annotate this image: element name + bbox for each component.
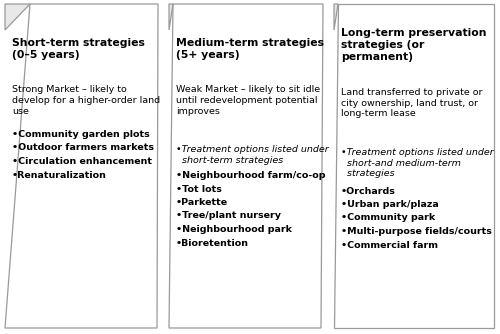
Text: •Multi-purpose fields/courts: •Multi-purpose fields/courts: [341, 227, 492, 236]
Polygon shape: [334, 4, 494, 328]
Text: Short-term strategies
(0–5 years): Short-term strategies (0–5 years): [12, 38, 145, 60]
Text: •Renaturalization: •Renaturalization: [12, 170, 107, 179]
Text: •Commercial farm: •Commercial farm: [341, 240, 438, 249]
Text: •Treatment options listed under
  short-term strategies: •Treatment options listed under short-te…: [176, 145, 328, 165]
Text: •Outdoor farmers markets: •Outdoor farmers markets: [12, 144, 154, 153]
Text: Land transferred to private or
city ownership, land trust, or
long-term lease: Land transferred to private or city owne…: [341, 88, 482, 119]
Polygon shape: [169, 4, 323, 328]
Text: •Orchards: •Orchards: [341, 186, 396, 195]
Text: •Community park: •Community park: [341, 213, 435, 222]
Text: •Neighbourhood farm/co-op: •Neighbourhood farm/co-op: [176, 171, 326, 180]
Text: •Bioretention: •Bioretention: [176, 238, 249, 247]
Polygon shape: [5, 4, 158, 328]
Text: Strong Market – likely to
develop for a higher-order land
use: Strong Market – likely to develop for a …: [12, 85, 160, 116]
Text: •Urban park/plaza: •Urban park/plaza: [341, 200, 439, 209]
Text: •Parkette: •Parkette: [176, 198, 228, 207]
Text: •Tree/plant nursery: •Tree/plant nursery: [176, 211, 281, 220]
Text: •Treatment options listed under
  short-and medium-term
  strategies: •Treatment options listed under short-an…: [341, 148, 494, 178]
Polygon shape: [5, 4, 30, 30]
Text: •Community garden plots: •Community garden plots: [12, 130, 150, 139]
Text: Medium-term strategies
(5+ years): Medium-term strategies (5+ years): [176, 38, 324, 60]
Polygon shape: [169, 4, 173, 30]
Polygon shape: [334, 4, 338, 30]
Text: •Tot lots: •Tot lots: [176, 184, 222, 193]
Text: •Neighbourhood park: •Neighbourhood park: [176, 225, 292, 234]
Text: Weak Market – likely to sit idle
until redevelopment potential
improves: Weak Market – likely to sit idle until r…: [176, 85, 320, 116]
Text: •Circulation enhancement: •Circulation enhancement: [12, 157, 152, 166]
Text: Long-term preservation
strategies (or
permanent): Long-term preservation strategies (or pe…: [341, 28, 486, 62]
